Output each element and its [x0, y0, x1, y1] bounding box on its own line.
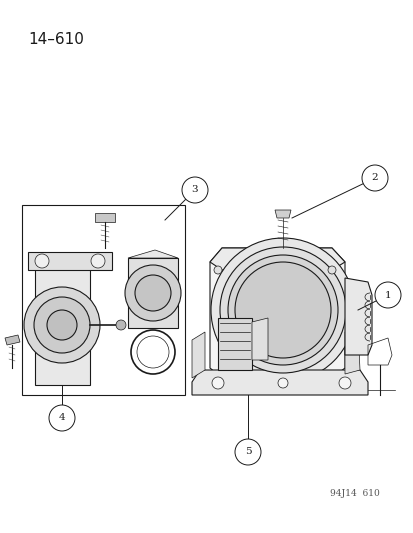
Text: 94J14  610: 94J14 610	[329, 489, 379, 498]
Circle shape	[374, 282, 400, 308]
Polygon shape	[218, 318, 252, 370]
Polygon shape	[28, 252, 112, 270]
Circle shape	[91, 254, 105, 268]
Polygon shape	[128, 250, 178, 258]
Text: 14–610: 14–610	[28, 32, 84, 47]
Circle shape	[182, 177, 207, 203]
Circle shape	[214, 266, 221, 274]
Polygon shape	[35, 265, 90, 385]
Polygon shape	[209, 248, 344, 378]
Circle shape	[125, 265, 180, 321]
Polygon shape	[95, 213, 115, 222]
Circle shape	[116, 320, 126, 330]
Circle shape	[361, 165, 387, 191]
Circle shape	[24, 287, 100, 363]
Text: 2: 2	[371, 174, 377, 182]
Circle shape	[47, 310, 77, 340]
Polygon shape	[274, 210, 290, 218]
Circle shape	[338, 377, 350, 389]
Circle shape	[49, 405, 75, 431]
Polygon shape	[128, 258, 178, 328]
Circle shape	[211, 238, 354, 382]
Circle shape	[211, 377, 223, 389]
Polygon shape	[192, 370, 367, 395]
Text: 1: 1	[384, 290, 390, 300]
Polygon shape	[344, 328, 359, 374]
Circle shape	[228, 255, 337, 365]
Circle shape	[235, 262, 330, 358]
Polygon shape	[209, 248, 344, 270]
Circle shape	[235, 439, 260, 465]
Polygon shape	[344, 278, 371, 355]
Text: 5: 5	[244, 448, 251, 456]
Polygon shape	[5, 335, 20, 345]
Text: 4: 4	[59, 414, 65, 423]
Circle shape	[34, 297, 90, 353]
Circle shape	[135, 275, 171, 311]
Circle shape	[35, 254, 49, 268]
Polygon shape	[252, 318, 267, 360]
Circle shape	[327, 266, 335, 274]
Polygon shape	[192, 332, 204, 378]
Circle shape	[219, 247, 345, 373]
Text: 3: 3	[191, 185, 198, 195]
Circle shape	[277, 378, 287, 388]
